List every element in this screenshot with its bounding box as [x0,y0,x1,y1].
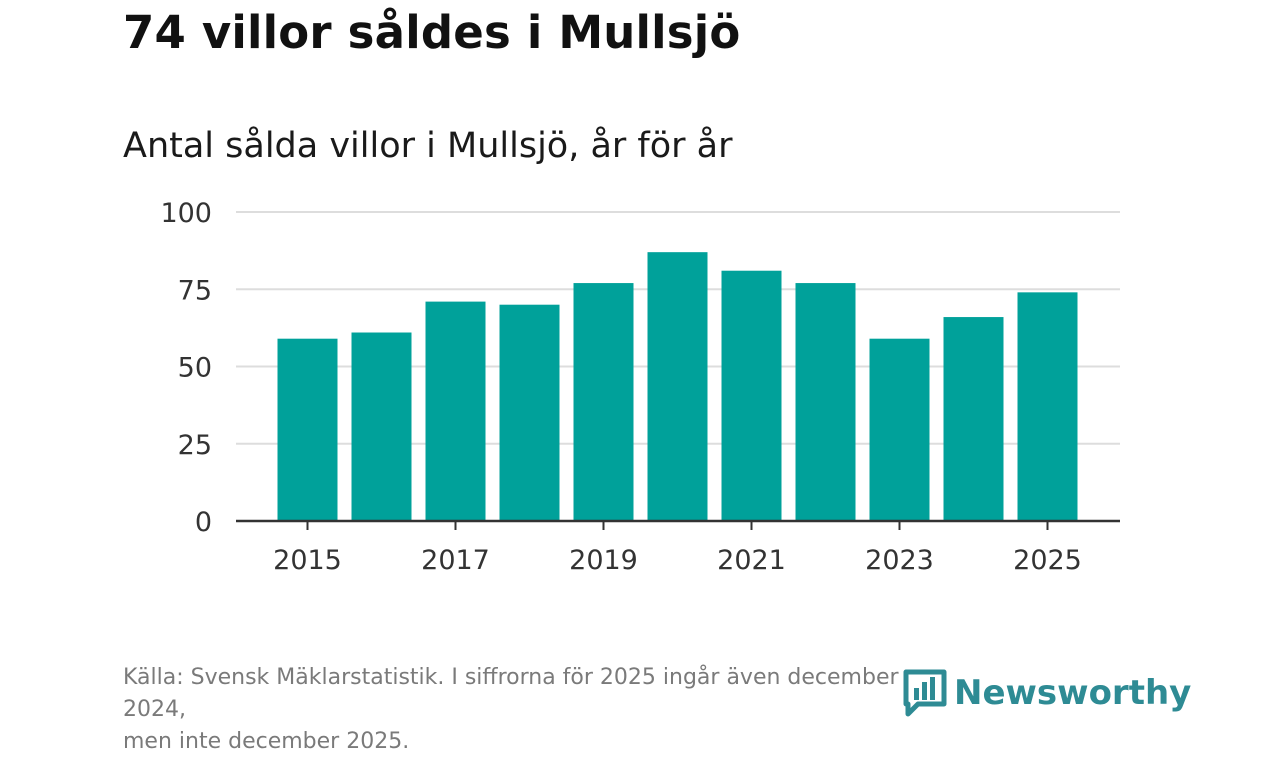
bar-2020 [647,252,708,522]
bar-2015 [277,338,338,521]
y-tick-label: 0 [195,507,212,538]
bar-2024 [943,317,1004,521]
y-tick-label: 100 [160,198,212,229]
y-tick-label: 75 [178,275,212,306]
bar-2022 [795,283,856,521]
bar-2023 [869,338,930,521]
bar-2017 [425,301,486,521]
bar-2021 [721,270,782,521]
x-tick-label: 2017 [421,545,490,576]
x-axis: 2015 2017 2019 2021 2023 2025 [236,519,1120,576]
footnote-line-2: men inte december 2025. [123,729,410,754]
y-axis: 0 25 50 75 100 [160,198,212,538]
x-tick-label: 2019 [569,545,638,576]
newsworthy-logo-icon [903,669,947,717]
x-tick-label: 2025 [1013,545,1082,576]
x-tick-label: 2023 [865,545,934,576]
chart-title: Antal sålda villor i Mullsjö, år för år [123,126,733,166]
x-tick-label: 2021 [717,545,786,576]
bars [277,252,1078,522]
source-footnote: Källa: Svensk Mäklarstatistik. I siffror… [123,662,923,758]
bar-2016 [351,332,412,521]
y-tick-label: 25 [178,430,212,461]
brand-logo: Newsworthy [902,668,1191,718]
bar-2025 [1017,292,1078,521]
x-tick-label: 2015 [273,545,342,576]
footnote-line-1: Källa: Svensk Mäklarstatistik. I siffror… [123,665,899,722]
bar-2018 [499,304,560,521]
bar-2019 [573,283,634,521]
headline: 74 villor såldes i Mullsjö [123,6,741,59]
y-tick-label: 50 [178,353,212,384]
bar-chart: 0 25 50 75 100 2015 2017 2019 2021 2023 2025 [160,198,1120,576]
brand-name: Newsworthy [954,673,1192,713]
